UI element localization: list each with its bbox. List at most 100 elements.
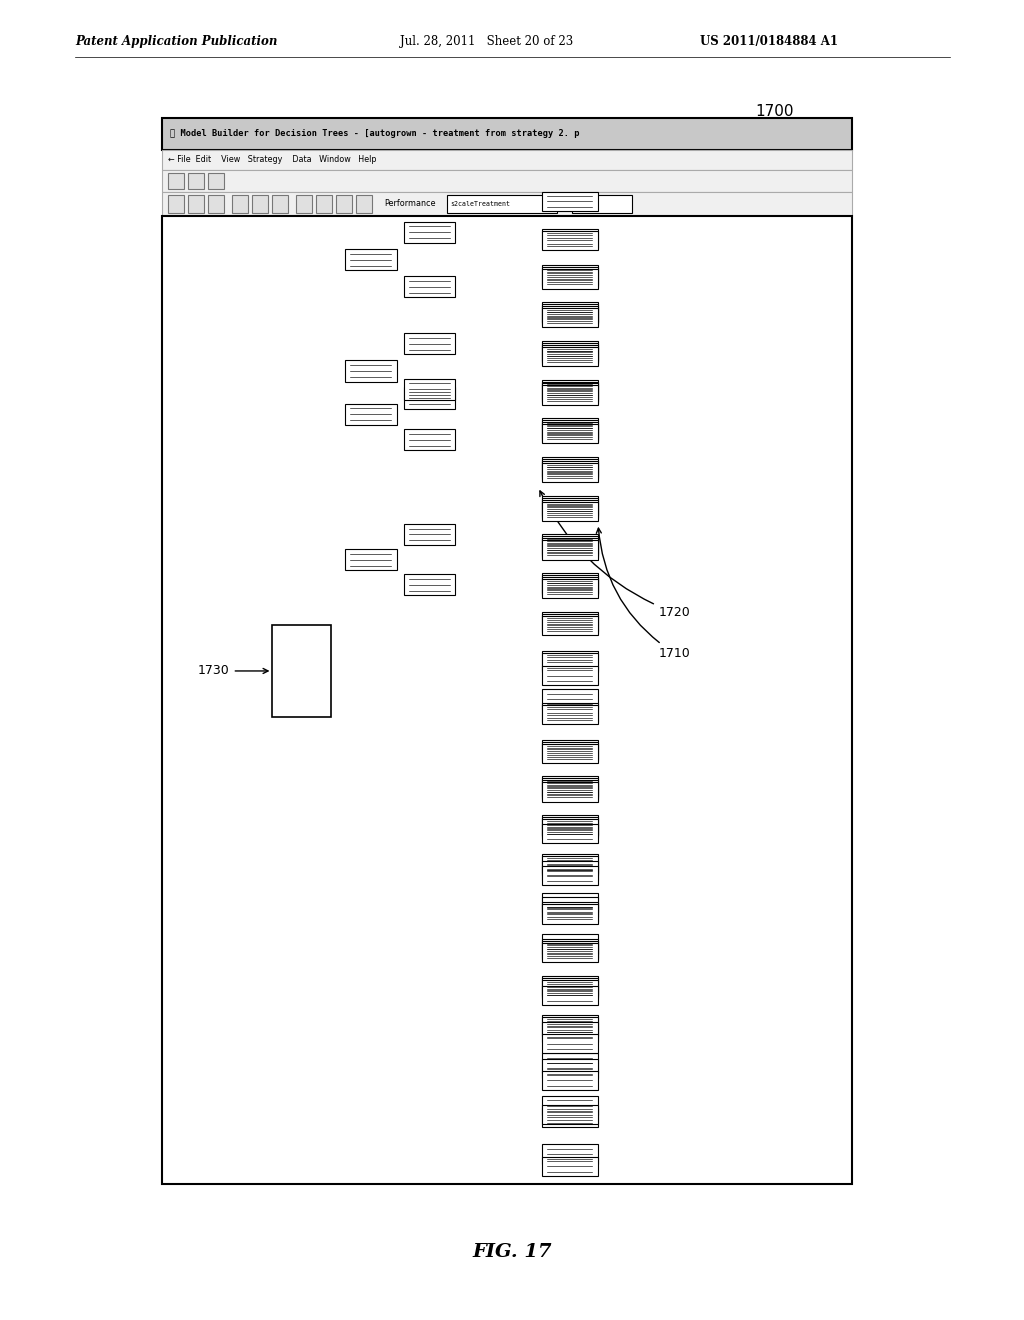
Bar — [542, 422, 598, 442]
Text: s2caleTreatment: s2caleTreatment — [450, 201, 510, 207]
Bar — [542, 502, 598, 521]
Bar — [542, 651, 598, 671]
Bar — [542, 986, 598, 1005]
Bar — [542, 1144, 598, 1164]
Bar — [542, 689, 598, 709]
Bar — [162, 191, 852, 216]
Bar — [403, 387, 456, 409]
Bar — [542, 612, 598, 631]
Bar — [542, 783, 598, 801]
Text: Sampl: Sampl — [575, 201, 596, 207]
Bar — [188, 195, 204, 213]
Bar — [345, 549, 396, 570]
Bar — [542, 341, 598, 360]
Bar — [542, 540, 598, 560]
Bar — [336, 195, 352, 213]
Text: 1730: 1730 — [198, 664, 268, 677]
Bar — [208, 195, 224, 213]
Text: 1710: 1710 — [596, 528, 690, 660]
Bar — [542, 579, 598, 598]
Bar — [403, 574, 456, 595]
Bar — [542, 306, 598, 326]
Bar — [403, 429, 456, 450]
Bar — [542, 424, 598, 444]
Bar — [542, 1071, 598, 1090]
Bar — [542, 461, 598, 480]
Bar — [542, 308, 598, 327]
Text: FIG. 17: FIG. 17 — [472, 1243, 552, 1261]
Bar — [542, 780, 598, 800]
Bar — [542, 743, 598, 763]
Bar — [542, 1023, 598, 1041]
Text: Patent Application Publication: Patent Application Publication — [75, 36, 278, 49]
Bar — [542, 457, 598, 477]
Bar — [542, 1059, 598, 1078]
Bar — [542, 536, 598, 556]
Bar — [162, 170, 852, 191]
Bar — [542, 855, 598, 875]
Bar — [542, 1096, 598, 1115]
Bar — [188, 173, 204, 189]
Bar — [542, 498, 598, 517]
Bar — [542, 979, 598, 999]
Bar — [272, 624, 331, 717]
Bar — [542, 345, 598, 364]
Bar — [542, 652, 598, 672]
Bar — [272, 195, 288, 213]
Bar — [542, 898, 598, 917]
Bar — [542, 1016, 598, 1036]
Text: Performance: Performance — [384, 199, 435, 209]
Bar — [542, 1105, 598, 1125]
Bar — [356, 195, 372, 213]
Bar — [345, 360, 396, 381]
Text: ▼: ▼ — [559, 202, 564, 206]
Bar — [542, 816, 598, 834]
Bar — [542, 616, 598, 635]
Bar — [542, 939, 598, 958]
Bar — [542, 705, 598, 725]
Text: 1700: 1700 — [732, 104, 794, 140]
Bar — [542, 268, 598, 286]
Bar — [403, 333, 456, 355]
Bar — [542, 228, 598, 248]
Bar — [542, 302, 598, 322]
Bar — [542, 265, 598, 285]
Bar — [542, 614, 598, 634]
Bar — [542, 817, 598, 837]
Bar — [542, 739, 598, 759]
Bar — [542, 820, 598, 838]
Bar — [316, 195, 332, 213]
Bar — [542, 1107, 598, 1127]
Bar — [542, 1053, 598, 1073]
Bar — [542, 191, 598, 211]
Bar — [542, 892, 598, 912]
Bar — [296, 195, 312, 213]
Bar — [542, 304, 598, 323]
Bar — [542, 269, 598, 289]
Bar — [542, 742, 598, 762]
Bar — [542, 975, 598, 995]
Bar — [542, 667, 598, 685]
Bar — [162, 117, 852, 150]
Bar — [542, 935, 598, 953]
Bar — [542, 573, 598, 593]
Bar — [403, 222, 456, 243]
Bar — [403, 276, 456, 297]
Bar — [447, 195, 557, 213]
Bar — [168, 195, 184, 213]
Text: 1720: 1720 — [540, 491, 690, 619]
Bar — [542, 978, 598, 997]
Bar — [403, 524, 456, 545]
Bar — [542, 1034, 598, 1053]
Bar — [542, 1156, 598, 1176]
Bar — [542, 854, 598, 874]
Bar — [252, 195, 268, 213]
Bar — [542, 384, 598, 403]
Bar — [542, 347, 598, 366]
Bar — [542, 535, 598, 554]
Bar — [542, 500, 598, 519]
Bar — [345, 404, 396, 425]
Bar — [542, 231, 598, 249]
Text: Jul. 28, 2011   Sheet 20 of 23: Jul. 28, 2011 Sheet 20 of 23 — [400, 36, 573, 49]
Bar — [162, 216, 852, 1184]
